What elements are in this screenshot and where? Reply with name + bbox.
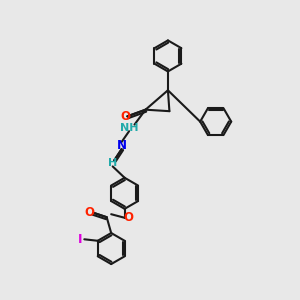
- Text: O: O: [85, 206, 95, 219]
- Text: H: H: [108, 158, 117, 168]
- Text: O: O: [123, 211, 133, 224]
- Text: I: I: [78, 233, 82, 246]
- Text: O: O: [121, 110, 131, 123]
- Text: NH: NH: [120, 123, 138, 133]
- Text: N: N: [117, 139, 127, 152]
